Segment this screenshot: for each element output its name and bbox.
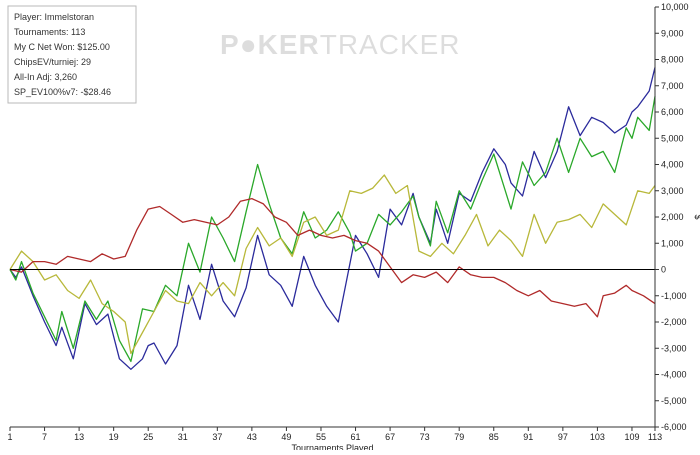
x-tick-label: 37: [212, 432, 222, 442]
x-tick-label: 97: [558, 432, 568, 442]
y-axis-title: $: [693, 214, 700, 219]
stats-legend-box: [7, 5, 137, 104]
x-axis-title: Tournaments Played: [291, 443, 373, 450]
stat-chips-ev: ChipsEV/turniej: 29: [14, 57, 91, 67]
stat-tournaments: Tournaments: 113: [14, 27, 85, 37]
watermark-ker: KER: [258, 29, 320, 60]
y-tick-label: 8,000: [661, 55, 684, 65]
y-tick-label: -2,000: [661, 317, 687, 327]
y-tick-label: 3,000: [661, 186, 684, 196]
series-line-green: [9, 96, 656, 363]
y-tick-label: 10,000: [661, 2, 689, 12]
x-tick-label: 13: [74, 432, 84, 442]
y-tick-label: 2,000: [661, 212, 684, 222]
stat-player: Player: Immelstoran: [14, 12, 94, 22]
x-tick-label: 73: [420, 432, 430, 442]
x-tick-label: 7: [42, 432, 47, 442]
x-tick-label: 67: [385, 432, 395, 442]
watermark-p: P: [220, 29, 240, 60]
series-line-olive: [9, 174, 656, 355]
x-tick-label: 49: [281, 432, 291, 442]
y-tick-label: -5,000: [661, 396, 687, 406]
stat-net-won: My C Net Won: $125.00: [14, 42, 110, 52]
x-tick-label: 25: [143, 432, 153, 442]
stats-legend: Player: Immelstoran Tournaments: 113 My …: [7, 5, 137, 104]
y-tick-label: 4,000: [661, 160, 684, 170]
x-tick-label: 31: [178, 432, 188, 442]
x-tick-label: 109: [624, 432, 639, 442]
y-tick-label: 6,000: [661, 107, 684, 117]
watermark-chip-icon: ●: [240, 29, 258, 60]
y-tick-label: -4,000: [661, 370, 687, 380]
watermark-tracker: TRACKER: [320, 29, 461, 60]
x-tick-label: 43: [247, 432, 257, 442]
y-tick-label: 0: [661, 265, 666, 275]
y-tick-label: 9,000: [661, 28, 684, 38]
x-tick-label: 55: [316, 432, 326, 442]
series-line-red: [9, 197, 656, 318]
x-tick-label: 1: [7, 432, 12, 442]
y-tick-label: -1,000: [661, 291, 687, 301]
x-tick-label: 91: [523, 432, 533, 442]
watermark-brand: P●KERTRACKER: [220, 29, 461, 60]
watermark: P●KERTRACKER: [220, 29, 461, 60]
y-tick-label: 5,000: [661, 133, 684, 143]
x-tick-label: 61: [351, 432, 361, 442]
series-layer: [9, 67, 656, 370]
x-tick-label: 79: [454, 432, 464, 442]
y-tick-label: -3,000: [661, 343, 687, 353]
series-line-blue: [9, 67, 656, 370]
stat-sp-ev: SP_EV100%v7: -$28.46: [14, 87, 111, 97]
x-tick-label: 85: [489, 432, 499, 442]
stat-allin-adj: All-In Adj: 3,260: [14, 72, 77, 82]
x-tick-label: 19: [109, 432, 119, 442]
axes-layer: 1 7 13 19 25 31 37 43 49 55 61 67 73 79 85 91 97 103 109 11…: [7, 2, 700, 453]
y-tick-label: 1,000: [661, 238, 684, 248]
y-tick-label: -6,000: [661, 422, 687, 432]
x-tick-label: 113: [648, 432, 662, 442]
y-tick-label: 7,000: [661, 81, 684, 91]
x-tick-label: 103: [590, 432, 605, 442]
